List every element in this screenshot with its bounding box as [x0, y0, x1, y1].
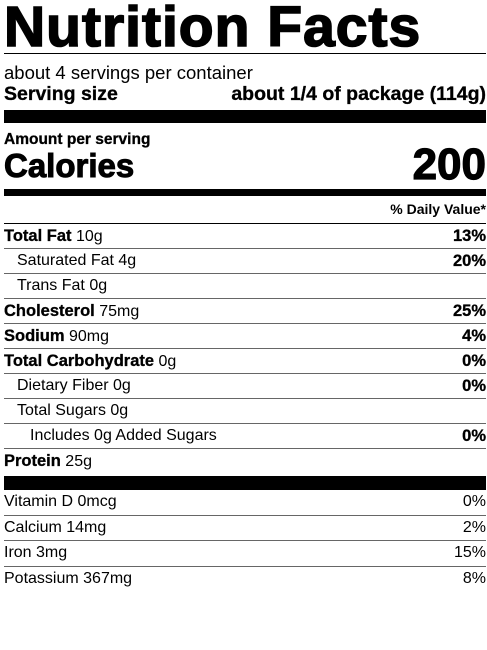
nutrient-dv: 25%: [452, 301, 486, 320]
nutrient-row-total-fat: Total Fat 10g 13%: [4, 224, 486, 249]
label-title: Nutrition Facts: [3, 0, 422, 59]
vitamin-row-vitamin-d: Vitamin D 0mcg 0%: [4, 490, 486, 516]
vitamin-amount: 14mg: [66, 518, 107, 536]
nutrient-amount: 4g: [118, 252, 137, 269]
vitamin-dv: 2%: [462, 518, 486, 536]
vitamin-name: Calcium: [4, 518, 62, 536]
nutrient-row-added-sugars: Includes 0g Added Sugars 0%: [4, 424, 486, 449]
vitamin-amount: 0mcg: [77, 493, 117, 511]
serving-size-label: Serving size: [4, 83, 118, 105]
nutrient-name: Dietary Fiber: [17, 377, 109, 394]
serving-size-value: about 1/4 of package (114g): [231, 83, 486, 105]
nutrient-name: Protein: [4, 452, 61, 470]
calories-value: 200: [412, 140, 487, 189]
vitamin-row-potassium: Potassium 367mg 8%: [4, 567, 486, 593]
nutrient-amount: 0g: [113, 377, 131, 394]
servings-per-container: about 4 servings per container: [4, 62, 253, 83]
nutrient-amount: 10g: [75, 227, 103, 245]
nutrient-amount: 0g: [158, 352, 177, 370]
nutrient-name: Total Sugars: [17, 402, 106, 419]
calories-label: Calories: [3, 147, 135, 184]
nutrient-row-dietary-fiber: Dietary Fiber 0g 0%: [4, 374, 486, 399]
nutrient-dv: 13%: [452, 226, 486, 245]
nutrient-name: Saturated Fat: [17, 252, 114, 269]
nutrient-row-sodium: Sodium 90mg 4%: [4, 324, 486, 349]
vitamin-name: Potassium: [4, 570, 79, 588]
vitamins-divider: [4, 476, 486, 490]
nutrient-name: Total Fat: [4, 226, 72, 245]
nutrient-name: Cholesterol: [4, 301, 95, 320]
nutrient-amount: 0g: [89, 277, 108, 294]
medium-divider: [4, 189, 486, 196]
vitamin-amount: 3mg: [36, 544, 68, 562]
nutrient-dv: 0%: [462, 426, 486, 445]
amount-per-serving: Amount per serving: [4, 131, 151, 148]
nutrient-amount: 0g: [110, 402, 129, 419]
title-divider: [4, 53, 486, 54]
nutrient-row-saturated-fat: Saturated Fat 4g 20%: [4, 249, 486, 274]
nutrient-dv: 4%: [462, 326, 486, 345]
vitamin-name: Vitamin D: [4, 493, 74, 511]
nutrient-row-protein: Protein 25g: [4, 449, 486, 474]
nutrient-dv: 20%: [452, 251, 486, 270]
nutrient-row-cholesterol: Cholesterol 75mg 25%: [4, 299, 486, 324]
vitamin-name: Iron: [4, 544, 32, 562]
nutrient-dv: 0%: [462, 351, 486, 370]
nutrient-amount: 75mg: [99, 302, 140, 320]
nutrient-row-trans-fat: Trans Fat 0g: [4, 274, 486, 299]
daily-value-header: % Daily Value*: [4, 196, 486, 224]
nutrient-row-total-carbohydrate: Total Carbohydrate 0g 0%: [4, 349, 486, 374]
vitamin-dv: 0%: [462, 493, 486, 511]
vitamin-row-calcium: Calcium 14mg 2%: [4, 516, 486, 541]
vitamin-dv: 15%: [453, 544, 486, 562]
nutrient-name: Sodium: [4, 326, 65, 345]
nutrient-amount: 25g: [65, 453, 92, 470]
nutrient-name: Trans Fat: [17, 277, 85, 294]
nutrient-name: Includes 0g Added Sugars: [30, 427, 217, 444]
nutrient-row-total-sugars: Total Sugars 0g: [4, 399, 486, 424]
vitamin-dv: 8%: [462, 570, 486, 588]
calories-row: Calories 200: [3, 142, 486, 187]
nutrient-amount: 90mg: [68, 327, 109, 345]
nutrient-name: Total Carbohydrate: [4, 351, 155, 370]
nutrient-dv: 0%: [462, 376, 486, 395]
nutrition-label: Nutrition Facts about 4 servings per con…: [3, 0, 486, 593]
vitamin-amount: 367mg: [83, 570, 133, 588]
vitamin-row-iron: Iron 3mg 15%: [4, 541, 486, 567]
thick-divider: [4, 110, 486, 123]
serving-size-row: Serving size about 1/4 of package (114g): [4, 83, 486, 106]
